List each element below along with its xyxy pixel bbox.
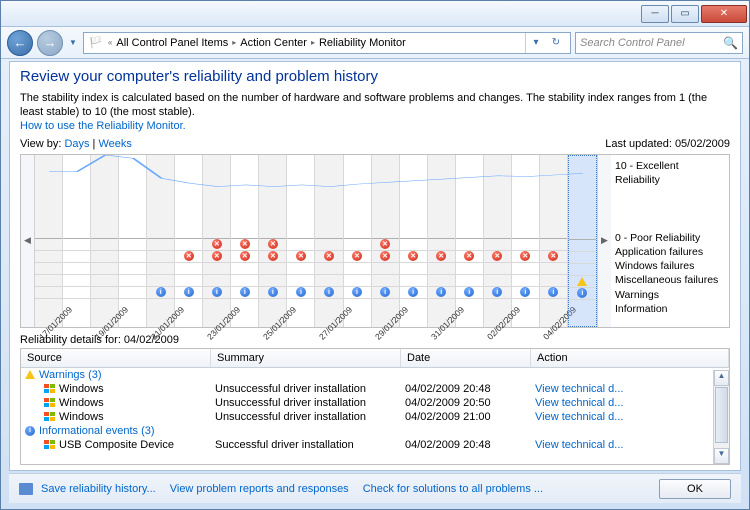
page-title: Review your computer's reliability and p…: [20, 68, 730, 85]
footer: Save reliability history... View problem…: [9, 473, 741, 503]
action-link[interactable]: View technical d...: [535, 439, 623, 451]
group-row[interactable]: iInformational events (3)▲: [21, 424, 729, 438]
viewby-days[interactable]: Days: [64, 138, 89, 150]
legend-row: Warnings: [615, 288, 725, 302]
action-link[interactable]: View technical d...: [535, 411, 623, 423]
breadcrumb-root[interactable]: All Control Panel Items▸: [116, 37, 238, 49]
legend-row: Information: [615, 302, 725, 316]
table-row[interactable]: WindowsUnsuccessful driver installation0…: [21, 396, 729, 410]
chart-scroll-left[interactable]: ◀: [21, 155, 35, 327]
col-source[interactable]: Source: [21, 349, 211, 367]
search-placeholder: Search Control Panel: [580, 37, 685, 49]
ok-button[interactable]: OK: [659, 479, 731, 499]
view-reports-link[interactable]: View problem reports and responses: [170, 483, 349, 495]
last-updated: Last updated: 05/02/2009: [605, 138, 730, 150]
viewby-weeks[interactable]: Weeks: [98, 138, 131, 150]
nav-forward-button[interactable]: →: [37, 30, 63, 56]
table-row[interactable]: WindowsUnsuccessful driver installation0…: [21, 382, 729, 396]
table-row[interactable]: USB Composite DeviceSuccessful driver in…: [21, 438, 729, 452]
content: Review your computer's reliability and p…: [9, 61, 741, 471]
details-table: Source Summary Date Action Warnings (3)▲…: [20, 348, 730, 465]
chart-scroll-right[interactable]: ▶: [597, 155, 611, 327]
table-row[interactable]: WindowsUnsuccessful driver installation0…: [21, 410, 729, 424]
maximize-button[interactable]: ▭: [671, 5, 699, 23]
breadcrumb-l3[interactable]: Reliability Monitor: [319, 37, 406, 49]
legend-row: Windows failures: [615, 259, 725, 273]
nav-back-button[interactable]: ←: [7, 30, 33, 56]
col-date[interactable]: Date: [401, 349, 531, 367]
flag-icon: 🏳️: [88, 35, 104, 51]
titlebar: ─ ▭ ✕: [1, 1, 749, 27]
check-solutions-link[interactable]: Check for solutions to all problems ...: [363, 483, 543, 495]
chart-legend: 10 - Excellent Reliability0 - Poor Relia…: [611, 155, 729, 327]
minimize-button[interactable]: ─: [641, 5, 669, 23]
help-link[interactable]: How to use the Reliability Monitor.: [20, 120, 186, 132]
action-link[interactable]: View technical d...: [535, 383, 623, 395]
col-action[interactable]: Action: [531, 349, 729, 367]
group-row[interactable]: Warnings (3)▲: [21, 368, 729, 382]
col-summary[interactable]: Summary: [211, 349, 401, 367]
navbar: ← → ▼ 🏳️ « All Control Panel Items▸ Acti…: [1, 27, 749, 59]
addr-dropdown[interactable]: ▾: [526, 37, 546, 48]
legend-row: Miscellaneous failures: [615, 273, 725, 287]
table-scrollbar[interactable]: ▲ ▼: [713, 370, 729, 464]
legend-row: Application failures: [615, 245, 725, 259]
viewby: View by: Days | Weeks: [20, 138, 132, 150]
refresh-button[interactable]: ↻: [546, 37, 566, 48]
search-icon: 🔍: [723, 36, 738, 50]
search-input[interactable]: Search Control Panel 🔍: [575, 32, 743, 54]
table-header: Source Summary Date Action: [21, 349, 729, 368]
close-button[interactable]: ✕: [701, 5, 747, 23]
window: ─ ▭ ✕ ← → ▼ 🏳️ « All Control Panel Items…: [0, 0, 750, 510]
action-link[interactable]: View technical d...: [535, 397, 623, 409]
breadcrumb-l2[interactable]: Action Center▸: [240, 37, 317, 49]
save-icon: [19, 483, 33, 495]
address-bar[interactable]: 🏳️ « All Control Panel Items▸ Action Cen…: [83, 32, 571, 54]
page-description: The stability index is calculated based …: [20, 91, 730, 120]
reliability-chart: ◀ 17/01/200919/01/2009i21/01/2009✕i✕✕i23…: [20, 154, 730, 328]
nav-history-dropdown[interactable]: ▼: [67, 38, 79, 47]
save-history-link[interactable]: Save reliability history...: [41, 483, 156, 495]
